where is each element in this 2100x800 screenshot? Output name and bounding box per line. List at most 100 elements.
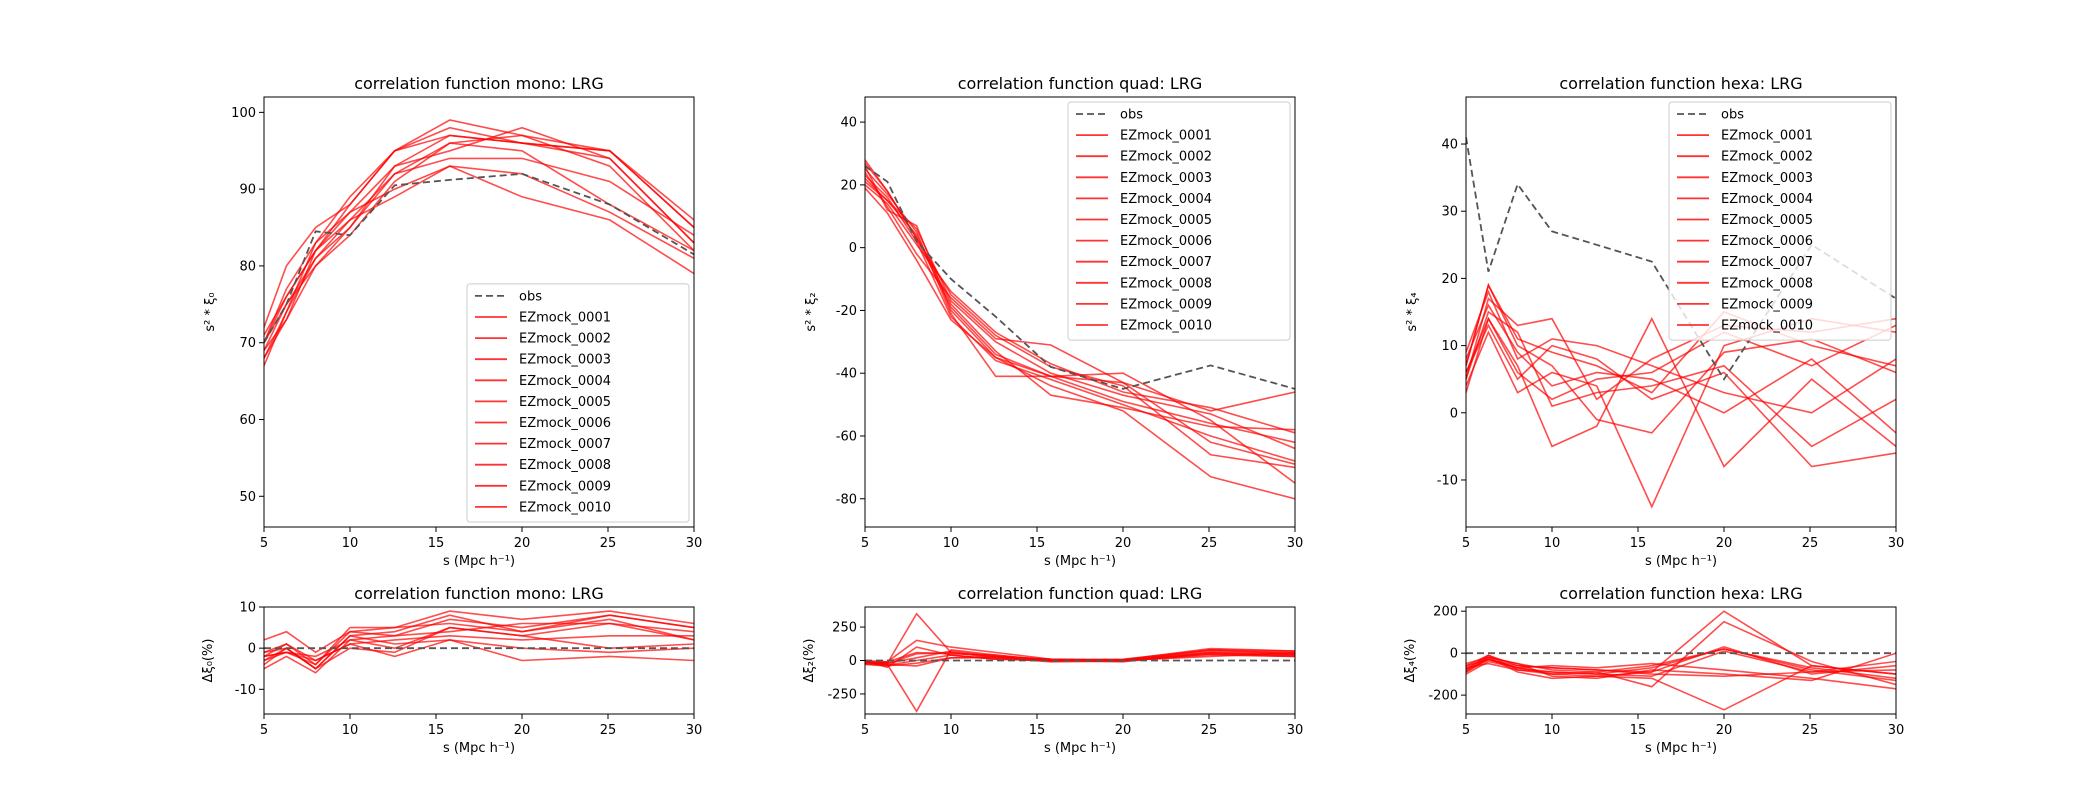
legend-box [1668, 101, 1892, 341]
series-line-ezmock-5 [264, 157, 694, 351]
x-tick-label: 25 [1802, 536, 1819, 551]
legend-label: EZmock_0003 [1120, 171, 1212, 186]
y-tick-label: 0 [1450, 647, 1458, 662]
legend-label: obs [1120, 108, 1143, 123]
y-tick-label: -200 [1428, 689, 1458, 704]
series-line-ezmock-1 [865, 178, 1295, 450]
series-line-ezmock-9 [865, 647, 1295, 665]
x-tick-label: 30 [1888, 536, 1905, 551]
legend: obs EZmock_0001 EZmock_0002 EZmock_0003 EZmo… [1067, 101, 1291, 341]
y-tick-label: 90 [239, 183, 256, 198]
series-line-ezmock-5 [1466, 660, 1896, 690]
legend: obs EZmock_0001 EZmock_0002 EZmock_0003 EZmo… [1668, 101, 1892, 341]
y-tick-label: 80 [239, 259, 256, 274]
x-tick-label: 5 [861, 536, 869, 551]
legend-label: EZmock_0007 [1721, 255, 1813, 270]
panel-5: correlation function quad: LRG 5 10 15 20 25 3… [802, 584, 1303, 756]
legend-label: EZmock_0009 [1120, 297, 1212, 312]
legend-label: EZmock_0010 [1120, 319, 1212, 334]
series-line-ezmock-8 [264, 622, 694, 662]
series-line-ezmock-10 [865, 187, 1295, 500]
chart-title: correlation function quad: LRG [958, 74, 1203, 93]
x-tick-label: 5 [861, 723, 869, 738]
series-line-ezmock-4 [264, 622, 694, 674]
x-tick-label: 30 [1287, 536, 1304, 551]
legend-label: EZmock_0009 [1721, 297, 1813, 312]
y-tick-label: 0 [1450, 406, 1458, 421]
legend-label: EZmock_0004 [519, 374, 611, 389]
legend-label: EZmock_0004 [1120, 192, 1212, 207]
legend-label: EZmock_0001 [519, 311, 611, 326]
series-group [264, 610, 694, 674]
panel-4: correlation function mono: LRG 5 10 15 20 25 3… [201, 584, 702, 756]
legend-label: EZmock_0009 [519, 479, 611, 494]
legend-label: EZmock_0007 [1120, 255, 1212, 270]
x-tick-label: 15 [428, 723, 445, 738]
legend-label: EZmock_0006 [1721, 234, 1813, 249]
series-line-ezmock-7 [1466, 289, 1896, 414]
y-tick-label: 20 [1441, 272, 1458, 287]
series-line-ezmock-8 [1466, 310, 1896, 448]
y-tick-label: 10 [239, 601, 256, 616]
y-tick-label: 10 [1441, 339, 1458, 354]
y-tick-label: 0 [849, 654, 857, 669]
y-tick-label: 0 [849, 241, 857, 256]
x-tick-label: 25 [600, 536, 617, 551]
x-tick-label: 25 [600, 723, 617, 738]
legend-label: EZmock_0003 [519, 353, 611, 368]
x-axis-label: s (Mpc h⁻¹) [443, 741, 515, 756]
legend: obs EZmock_0001 EZmock_0002 EZmock_0003 EZmo… [466, 283, 690, 523]
y-axis-label: s² * ξ₂ [804, 292, 819, 331]
y-axis-label: Δξ₄(%) [1403, 639, 1418, 683]
y-tick-label: 20 [840, 178, 857, 193]
plot-frame [263, 96, 695, 528]
x-tick-label: 20 [1716, 723, 1733, 738]
x-tick-label: 5 [1462, 723, 1470, 738]
series-line-ezmock-9 [1466, 652, 1896, 682]
x-tick-label: 30 [1287, 723, 1304, 738]
x-tick-label: 15 [428, 536, 445, 551]
x-tick-label: 30 [1888, 723, 1905, 738]
legend-label: obs [519, 289, 542, 304]
legend-label: EZmock_0002 [1721, 150, 1813, 165]
y-tick-label: 250 [832, 621, 857, 636]
legend-label: EZmock_0008 [1721, 276, 1813, 291]
legend-label: EZmock_0003 [1721, 171, 1813, 186]
y-tick-label: 70 [239, 336, 256, 351]
series-group [1466, 610, 1896, 711]
series-line-obs [865, 165, 1295, 390]
y-tick-label: -40 [836, 367, 857, 382]
x-tick-label: 20 [1716, 536, 1733, 551]
panel-2: correlation function quad: LRG 5 10 15 20 25 3… [804, 74, 1303, 569]
x-axis-label: s (Mpc h⁻¹) [1645, 741, 1717, 756]
x-tick-label: 20 [1115, 723, 1132, 738]
x-tick-label: 10 [342, 536, 359, 551]
plot-frame [864, 96, 1296, 528]
x-tick-label: 5 [260, 723, 268, 738]
series-line-ezmock-10 [865, 652, 1295, 667]
chart-title: correlation function quad: LRG [958, 584, 1203, 603]
x-tick-label: 30 [686, 723, 703, 738]
legend-label: EZmock_0008 [1120, 276, 1212, 291]
y-tick-label: -60 [836, 429, 857, 444]
panel-6: correlation function hexa: LRG 5 10 15 20 25 3… [1403, 584, 1904, 756]
x-axis-label: s (Mpc h⁻¹) [1645, 554, 1717, 569]
x-tick-label: 15 [1029, 723, 1046, 738]
y-tick-label: -80 [836, 492, 857, 507]
legend-label: EZmock_0005 [519, 395, 611, 410]
y-tick-label: -250 [827, 687, 857, 702]
legend-label: EZmock_0005 [1120, 213, 1212, 228]
series-line-ezmock-10 [1466, 650, 1896, 678]
series-line-ezmock-10 [264, 639, 694, 662]
series-line-ezmock-3 [1466, 620, 1896, 688]
x-tick-label: 25 [1802, 723, 1819, 738]
legend-label: EZmock_0006 [1120, 234, 1212, 249]
plot-frame [864, 606, 1296, 715]
series-line-ezmock-8 [865, 174, 1295, 462]
y-tick-label: 100 [231, 106, 256, 121]
legend-label: obs [1721, 108, 1744, 123]
legend-box [466, 283, 690, 523]
x-tick-label: 15 [1630, 723, 1647, 738]
legend-label: EZmock_0001 [1721, 129, 1813, 144]
